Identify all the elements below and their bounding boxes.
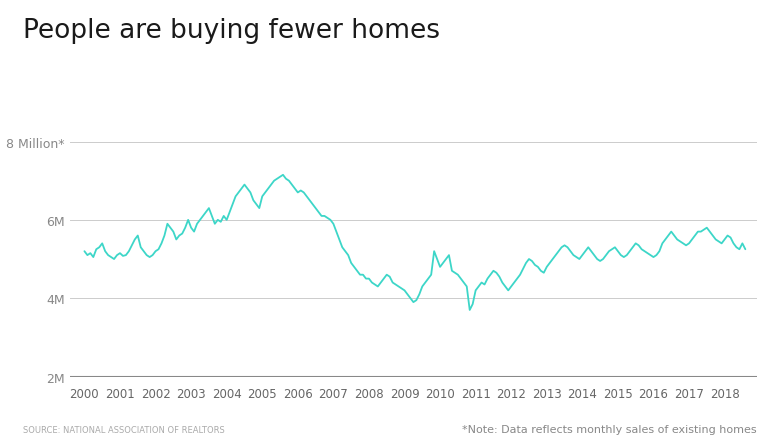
Text: People are buying fewer homes: People are buying fewer homes bbox=[23, 18, 441, 43]
Text: *Note: Data reflects monthly sales of existing homes: *Note: Data reflects monthly sales of ex… bbox=[462, 424, 757, 434]
Text: SOURCE: NATIONAL ASSOCIATION OF REALTORS: SOURCE: NATIONAL ASSOCIATION OF REALTORS bbox=[23, 424, 225, 434]
